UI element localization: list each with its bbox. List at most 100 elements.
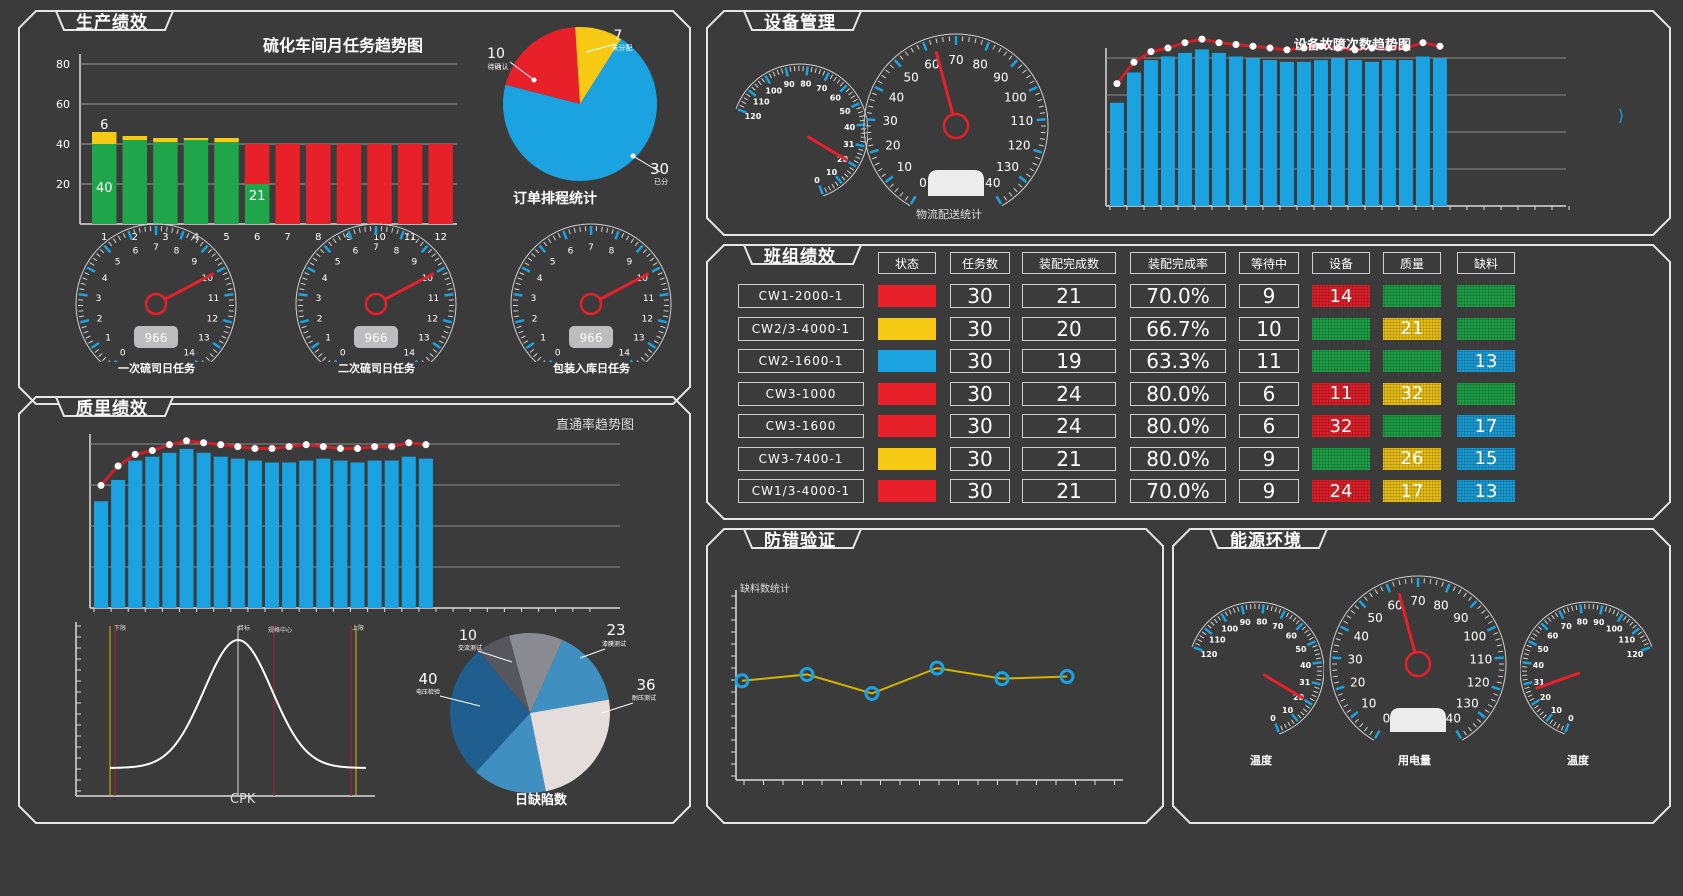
gauge-tick bbox=[834, 181, 839, 187]
gauge-tick bbox=[579, 226, 581, 232]
gauge-tick bbox=[1472, 723, 1477, 728]
gauge-tick bbox=[406, 233, 410, 238]
trend-point bbox=[1232, 40, 1240, 48]
bar bbox=[183, 138, 209, 140]
gauge-tick bbox=[176, 229, 179, 235]
table-header: 装配完成数 bbox=[1022, 252, 1116, 274]
x-tick-label: 1 bbox=[101, 232, 107, 241]
gauge-label: 物流配送统计 bbox=[916, 208, 982, 221]
equip-flag: 11 bbox=[1312, 382, 1370, 405]
gauge-tick bbox=[1335, 638, 1341, 641]
slice-label: 电压检验 bbox=[416, 688, 440, 696]
gauge-tick-label: 3 bbox=[531, 294, 537, 304]
gauge-tick bbox=[347, 230, 353, 240]
gauge-tick bbox=[1266, 605, 1269, 611]
gauge-tick-label: 9 bbox=[412, 258, 418, 268]
gauge-tick bbox=[1290, 719, 1295, 725]
trend-point bbox=[183, 437, 191, 445]
gauge-tick bbox=[144, 226, 146, 232]
gauge-tick bbox=[1359, 723, 1364, 728]
trend-point bbox=[1249, 42, 1257, 50]
gauge-tick bbox=[138, 227, 141, 233]
wait-count: 6 bbox=[1239, 414, 1299, 438]
done-rate: 63.3% bbox=[1130, 349, 1226, 373]
gauge-tick bbox=[855, 143, 865, 148]
gauge-tick bbox=[108, 360, 111, 362]
done-rate: 70.0% bbox=[1130, 479, 1226, 503]
gauge-tick bbox=[1332, 675, 1338, 678]
trend-point bbox=[1300, 44, 1308, 52]
bar bbox=[214, 142, 239, 224]
gauge-tick bbox=[899, 192, 904, 197]
task-count: 30 bbox=[950, 479, 1010, 503]
gauge-tick bbox=[117, 235, 122, 241]
gauge-tick bbox=[543, 241, 548, 247]
gauge-tick bbox=[513, 293, 523, 297]
gauge-tick bbox=[635, 244, 644, 254]
gauge-tick bbox=[1354, 605, 1359, 610]
table-header: 状态 bbox=[878, 252, 936, 274]
gauge-tick bbox=[1641, 646, 1651, 652]
panel-frame bbox=[18, 10, 691, 405]
gauge-tick-label: 20 bbox=[1293, 693, 1305, 702]
gauge-tick bbox=[893, 59, 902, 68]
done-count: 21 bbox=[1022, 446, 1116, 471]
gauge-tick-label: 100 bbox=[765, 86, 782, 95]
gauge-tick bbox=[1301, 626, 1307, 631]
gauge-tick bbox=[764, 75, 772, 85]
gauge-hub bbox=[942, 112, 970, 140]
gauge-tick bbox=[211, 253, 216, 258]
gauge-tick bbox=[1626, 618, 1631, 624]
data-label: 40 bbox=[96, 181, 113, 196]
gauge-tick bbox=[606, 227, 609, 233]
gauge-hub bbox=[364, 292, 388, 316]
gauge-tick bbox=[1032, 162, 1038, 166]
gauge-tick bbox=[866, 112, 873, 114]
bar bbox=[367, 144, 392, 224]
gauge-tick bbox=[1193, 646, 1203, 652]
gauge-tick bbox=[1346, 615, 1352, 619]
gauge-tick bbox=[1435, 580, 1438, 586]
gauge-tick-label: 90 bbox=[784, 80, 796, 89]
gauge-tick bbox=[531, 253, 536, 258]
gauge-tick bbox=[833, 76, 837, 82]
gauge-tick bbox=[303, 330, 309, 334]
bar bbox=[196, 452, 211, 608]
gauge-label-3: 温度 bbox=[1567, 754, 1589, 767]
gauge-tick bbox=[1486, 625, 1497, 632]
gauge-tick bbox=[333, 359, 338, 362]
gauge-tick bbox=[332, 238, 337, 244]
gauge-tick-label: 1 bbox=[325, 334, 331, 344]
gauge-tick bbox=[89, 262, 95, 266]
bar bbox=[336, 144, 362, 224]
gauge-tick bbox=[319, 249, 325, 254]
gauge-tick bbox=[102, 356, 107, 362]
gauge-tick bbox=[1536, 708, 1542, 713]
gauge-tick bbox=[429, 353, 434, 358]
gauge-tick bbox=[652, 262, 658, 266]
gauge-tick-label: 70 bbox=[1410, 594, 1425, 608]
gauge-tick bbox=[741, 100, 747, 105]
gauge-tick-label: 4 bbox=[537, 274, 543, 284]
shortage-flag: 13 bbox=[1457, 350, 1515, 372]
panel-frame bbox=[706, 244, 1671, 520]
gauge-tick bbox=[79, 318, 90, 324]
gauge-tick-label: 7 bbox=[373, 243, 379, 253]
gauge-tick bbox=[630, 238, 635, 244]
gauge-tick bbox=[1195, 642, 1201, 646]
trend-point bbox=[200, 439, 208, 447]
scroll-right-icon[interactable]: ⟩ bbox=[1618, 106, 1625, 125]
trend-point bbox=[1130, 58, 1138, 66]
gauge-hub bbox=[1404, 650, 1432, 678]
gauge-tick bbox=[419, 241, 424, 247]
gauge-tick-label: 120 bbox=[1201, 650, 1218, 659]
gauge-label-3: 包装入库日任务 bbox=[553, 362, 630, 375]
gauge-tick bbox=[525, 341, 535, 349]
gauge-tick bbox=[1304, 629, 1309, 634]
gauge-tick bbox=[856, 106, 862, 110]
gauge-tick bbox=[1003, 51, 1008, 57]
bar bbox=[1433, 58, 1447, 206]
gauge-tick bbox=[1616, 611, 1620, 617]
gauge-tick bbox=[1363, 596, 1368, 601]
pie-slice bbox=[509, 633, 563, 713]
